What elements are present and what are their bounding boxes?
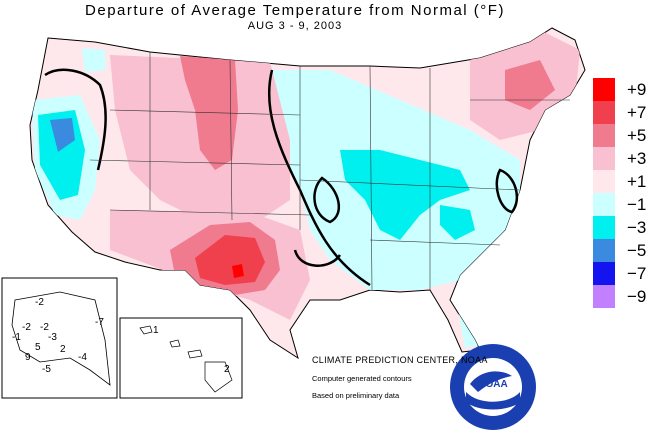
svg-text:-7: -7: [95, 317, 104, 328]
anomaly-region-plus7-texas: [195, 235, 265, 285]
svg-text:2: 2: [60, 344, 66, 355]
legend-swatch: [593, 193, 615, 216]
svg-text:-3: -3: [48, 332, 57, 343]
legend-swatch: [593, 124, 615, 147]
legend-swatch: [593, 101, 615, 124]
zero-contours: [44, 68, 519, 287]
credit-agency: CLIMATE PREDICTION CENTER, NOAA: [312, 355, 488, 365]
legend-row: +7: [593, 101, 655, 124]
alaska-inset: -2 -7 -2 -3 -2 5 -1 9 2 -4 -5: [1, 277, 118, 399]
legend-label: −9: [627, 287, 647, 306]
legend-label: −1: [627, 195, 647, 214]
legend: +9 +7 +5 +3 +1 −1 −3 −5 −7 −9: [593, 78, 655, 308]
legend-label: +1: [627, 172, 647, 191]
svg-text:9: 9: [25, 352, 31, 363]
legend-label: +7: [627, 103, 647, 122]
svg-text:NOAA: NOAA: [478, 379, 507, 390]
svg-text:-1: -1: [12, 332, 21, 343]
legend-row: −3: [593, 216, 655, 239]
credit-data-note: Based on preliminary data: [312, 391, 400, 400]
legend-swatch: [593, 78, 615, 101]
legend-swatch: [593, 285, 615, 308]
credit-method: Computer generated contours: [312, 374, 412, 383]
legend-label: +3: [627, 149, 647, 168]
svg-text:-5: -5: [42, 364, 51, 375]
hawaii-inset: 1 2: [119, 317, 243, 399]
anomaly-region-plus9-texas: [232, 264, 244, 278]
anomaly-region-plus5-plains: [180, 56, 238, 170]
page-title: Departure of Average Temperature from No…: [85, 2, 505, 19]
legend-swatch: [593, 147, 615, 170]
legend-row: +5: [593, 124, 655, 147]
legend-swatch: [593, 239, 615, 262]
legend-swatch: [593, 170, 615, 193]
legend-row: −9: [593, 285, 655, 308]
legend-row: +3: [593, 147, 655, 170]
svg-text:-4: -4: [78, 352, 87, 363]
svg-text:5: 5: [35, 342, 41, 353]
anomaly-region-plus5-northeast: [505, 60, 555, 110]
legend-swatch: [593, 216, 615, 239]
legend-row: +1: [593, 170, 655, 193]
legend-label: −7: [627, 264, 647, 283]
anomaly-region-minus5-west: [50, 118, 75, 152]
state-boundaries: [89, 52, 570, 291]
legend-row: −5: [593, 239, 655, 262]
legend-label: +9: [627, 80, 647, 99]
svg-text:1: 1: [153, 325, 159, 336]
svg-text:-2: -2: [35, 297, 44, 308]
noaa-logo: NOAA: [450, 344, 536, 430]
legend-label: +5: [627, 126, 647, 145]
legend-row: −7: [593, 262, 655, 285]
legend-row: +9: [593, 78, 655, 101]
anomaly-region-minus3-ohio: [340, 150, 470, 240]
legend-row: −1: [593, 193, 655, 216]
svg-text:-2: -2: [22, 322, 31, 333]
anomaly-region-minus1-northwest: [82, 48, 105, 72]
anomaly-region-minus3-south: [440, 205, 475, 240]
svg-text:-2: -2: [40, 322, 49, 333]
legend-swatch: [593, 262, 615, 285]
legend-label: −5: [627, 241, 647, 260]
page-subtitle: AUG 3 - 9, 2003: [247, 20, 343, 32]
legend-label: −3: [627, 218, 647, 237]
svg-text:2: 2: [224, 364, 230, 375]
